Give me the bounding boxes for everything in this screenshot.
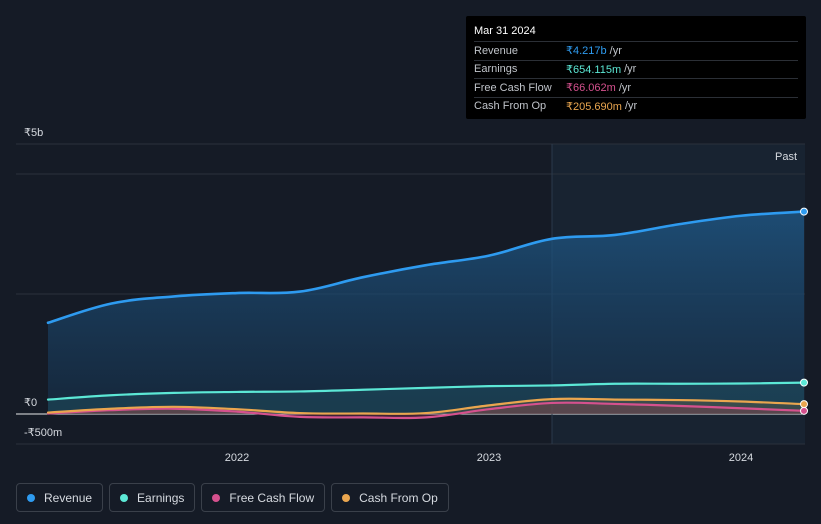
tooltip-value: ₹4.217b [566,45,607,58]
tooltip-row-revenue: Revenue ₹4.217b /yr [474,41,798,60]
legend-dot-icon [120,493,129,502]
tooltip-unit: /yr [624,63,637,76]
revenue-end-dot [800,207,808,216]
tooltip-label: Revenue [474,44,519,57]
y-label-zero: ₹0 [24,397,37,409]
tooltip-label: Cash From Op [474,100,547,113]
legend-dot-icon [212,493,221,502]
legend-label: Revenue [44,490,93,505]
tooltip-value: ₹654.115m [566,63,622,76]
legend-item-revenue[interactable]: Revenue [16,483,104,512]
legend-label: Free Cash Flow [229,490,315,505]
earnings-area [48,382,804,414]
y-label-top: ₹5b [24,127,43,139]
legend-dot-icon [27,493,35,502]
cash-from-op-end-dot [800,400,808,409]
series-end-markers [800,207,808,415]
tooltip-label: Earnings [474,63,518,76]
tooltip-value: ₹66.062m [566,82,616,95]
tooltip-label: Free Cash Flow [474,81,552,94]
free-cash-flow-area [48,402,804,419]
cash-from-op-line [46,397,806,415]
tooltip-row-cash-from-op: Cash From Op ₹205.690m /yr [474,96,798,116]
legend-item-cash-from-op[interactable]: Cash From Op [331,483,449,512]
revenue-area [48,211,804,414]
tooltip-value: ₹205.690m [566,100,622,113]
tooltip-unit: /yr [624,100,638,113]
series-lines [46,210,806,420]
earnings-end-dot [800,378,808,387]
free-cash-flow-end-dot [800,406,808,415]
legend-item-free-cash-flow[interactable]: Free Cash Flow [201,483,326,512]
tooltip-unit: /yr [609,44,622,57]
x-tick-label: 2022 [225,452,249,464]
tooltip-row-earnings: Earnings ₹654.115m /yr [474,59,798,79]
axis-labels: ₹5b ₹0 -₹500m Past 2022 2023 2024 [24,127,797,464]
tooltip-unit: /yr [618,81,632,94]
tooltip-row-free-cash-flow: Free Cash Flow ₹66.062m /yr [474,78,798,97]
tooltip-date: Mar 31 2024 [474,25,536,37]
free-cash-flow-line [46,401,806,420]
legend: Revenue Earnings Free Cash Flow Cash Fro… [16,483,449,512]
legend-label: Cash From Op [359,490,438,505]
legend-dot-icon [342,493,351,502]
x-tick-label: 2024 [729,452,753,464]
revenue-line [46,210,806,325]
tooltip: Mar 31 2024 Revenue ₹4.217b /yr Earnings… [466,16,806,119]
legend-label: Earnings [137,490,185,505]
earnings-line [46,381,806,401]
past-label: Past [775,151,797,163]
y-label-bottom: -₹500m [24,427,62,439]
legend-item-earnings[interactable]: Earnings [109,483,196,512]
x-tick-label: 2023 [477,452,501,464]
